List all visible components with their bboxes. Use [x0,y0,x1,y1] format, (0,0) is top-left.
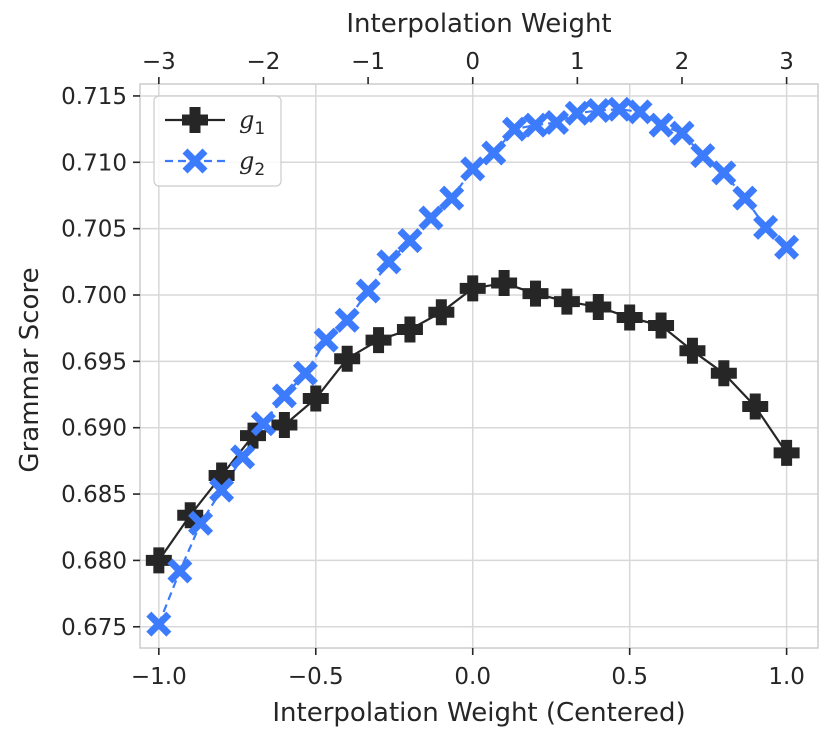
legend-label-g2: g2 [239,147,265,180]
x-tick-label-1: −0.5 [288,664,344,690]
legend-marker-g2 [182,148,208,174]
point-g2-7 [292,360,318,386]
y-tick-label-4: 0.695 [61,349,127,375]
legend-label-g2-main: g [239,147,254,175]
x2-tick-label-2: −1 [351,49,385,75]
legend-marker-shape-g1 [182,107,208,133]
point-g2-28 [732,185,758,211]
point-g2-11 [376,249,402,275]
point-g1-4 [271,412,298,439]
point-g2-6 [271,383,297,409]
legend-label-g1-sub: 1 [254,119,265,139]
x2-tick-label-3: 0 [465,49,480,75]
y-tick-label-2: 0.685 [61,482,127,508]
point-g1-18 [710,360,737,387]
x-tick-label-3: 0.5 [611,664,648,690]
point-g1-5 [302,385,329,412]
point-g2-25 [669,120,695,146]
point-g1-10 [459,275,486,302]
point-g2-18 [523,112,548,138]
x2-tick-label-1: −2 [247,49,281,75]
point-g2-21 [585,98,611,124]
y-axis-title: Grammar Score [15,267,45,472]
legend-marker-g1 [182,107,208,133]
y-tick-label-5: 0.700 [61,283,127,309]
point-g1-9 [428,299,455,326]
point-g2-0 [146,611,172,637]
point-g1-6 [334,345,361,372]
point-g2-27 [711,160,737,186]
point-g1-19 [742,393,769,420]
point-g2-10 [355,278,381,304]
point-g2-1 [167,558,193,584]
plot-frame [139,83,819,649]
x2-tick-label-6: 3 [779,49,794,75]
point-g2-19 [544,109,570,135]
point-g2-20 [564,100,590,126]
series-markers [145,96,800,637]
y-tick-label-6: 0.705 [61,217,127,243]
x2-tick-label-5: 2 [675,49,690,75]
point-g2-15 [460,156,486,182]
point-g2-23 [627,99,653,125]
legend-label-g1: g1 [239,106,265,139]
point-g2-30 [774,234,800,260]
point-g2-29 [753,214,779,240]
point-g2-16 [481,140,507,166]
point-g1-2 [208,462,235,489]
point-g2-5 [250,411,276,437]
point-g2-17 [501,116,527,142]
y-tick-label-1: 0.680 [61,548,127,574]
x2-tick-label-4: 1 [570,49,585,75]
point-g1-0 [145,547,172,574]
point-g2-14 [439,185,465,211]
point-g2-22 [606,96,632,122]
y-tick-label-7: 0.710 [61,150,127,176]
point-g2-4 [230,444,256,470]
ticks: −1.0 −0.5 0.0 0.5 1.0 −3 −2 −1 0 1 2 3 0.675 0.680 0.6… [61,49,805,690]
point-g2-2 [188,510,214,536]
point-g1-20 [773,439,800,466]
top-x-axis-title: Interpolation Weight [346,9,611,39]
point-g2-12 [397,228,423,254]
x-axis-title: Interpolation Weight (Centered) [272,698,685,728]
y-tick-label-0: 0.675 [61,615,127,641]
legend-label-g1-main: g [239,106,254,134]
point-g2-3 [209,477,235,503]
legend-marker-shape-g2 [182,148,208,174]
point-g1-17 [679,337,706,364]
point-g2-26 [690,143,716,169]
point-g1-11 [491,270,518,297]
legend-label-g2-sub: 2 [254,160,265,180]
point-g1-3 [240,422,266,449]
point-g2-9 [334,307,360,333]
x-tick-label-2: 0.0 [454,664,491,690]
point-g1-7 [365,327,392,354]
x2-tick-label-0: −3 [142,49,176,75]
legend: g1 g2 [153,95,282,187]
point-g1-12 [522,280,549,307]
point-g1-16 [648,312,675,339]
point-g2-13 [418,205,444,231]
point-g2-24 [648,112,674,138]
point-g1-15 [616,304,643,331]
x-tick-label-0: −1.0 [131,664,187,690]
point-g2-8 [313,327,339,353]
y-tick-label-3: 0.690 [61,416,127,442]
point-g1-8 [396,316,423,343]
point-g1-13 [553,288,580,315]
point-g1-14 [585,293,612,320]
x-tick-label-4: 1.0 [768,664,805,690]
y-tick-label-8: 0.715 [61,84,127,110]
